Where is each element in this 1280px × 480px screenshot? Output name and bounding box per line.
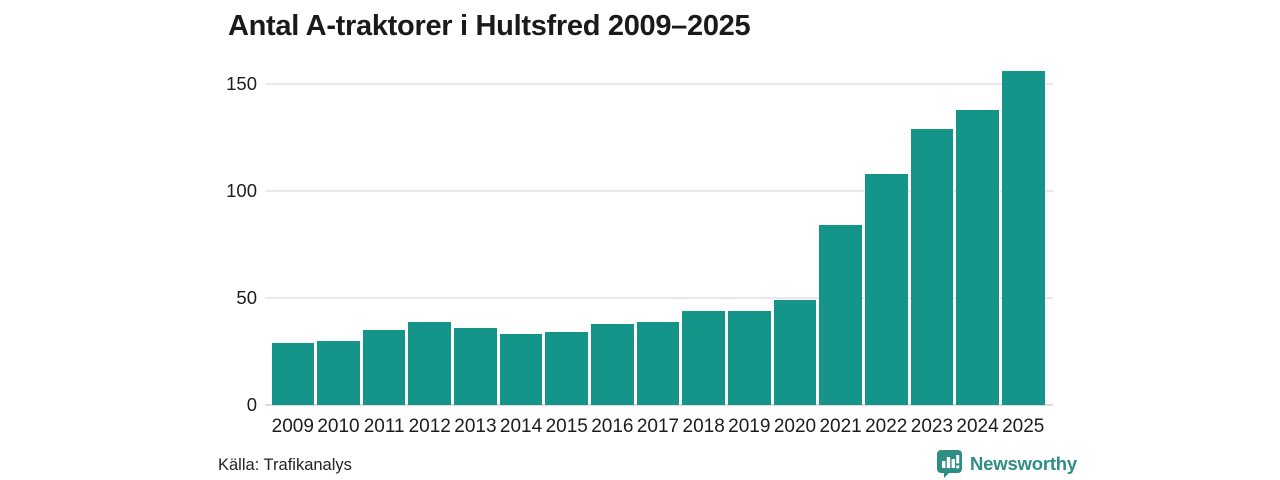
bar-2016: [591, 323, 634, 405]
bar-2017: [636, 321, 680, 405]
x-label-2013: 2013: [454, 416, 497, 437]
newsworthy-speech-bubble-barchart-icon: [936, 449, 963, 478]
brand-name: Newsworthy: [970, 452, 1077, 474]
gridline-100: [265, 190, 1053, 192]
y-tick-0: 0: [246, 394, 257, 415]
x-label-2009: 2009: [271, 416, 314, 437]
bar-2023: [910, 128, 954, 405]
y-tick-150: 150: [226, 73, 257, 94]
x-label-2017: 2017: [636, 416, 680, 437]
bar-2014: [499, 334, 543, 405]
x-label-2024: 2024: [956, 416, 999, 437]
brand-lockup: Newsworthy: [936, 449, 1077, 478]
gridline-0: [265, 404, 1053, 406]
chart-title: Antal A-traktorer i Hultsfred 2009–2025: [228, 10, 751, 42]
bar-2025: [1001, 71, 1045, 405]
y-tick-50: 50: [236, 287, 257, 308]
x-label-2012: 2012: [408, 416, 451, 437]
x-label-2021: 2021: [819, 416, 862, 437]
x-label-2023: 2023: [910, 416, 954, 437]
bar-2010: [317, 340, 360, 405]
x-label-2015: 2015: [545, 416, 588, 437]
bar-2015: [545, 332, 589, 405]
bar-2020: [773, 300, 817, 405]
x-label-2020: 2020: [773, 416, 817, 437]
x-label-2018: 2018: [682, 416, 725, 437]
bar-2021: [819, 225, 862, 405]
bar-2018: [682, 310, 725, 405]
gridline-150: [265, 83, 1053, 85]
x-label-2016: 2016: [591, 416, 634, 437]
x-label-2014: 2014: [499, 416, 543, 437]
bar-2022: [864, 173, 908, 405]
x-label-2019: 2019: [728, 416, 771, 437]
y-tick-100: 100: [226, 180, 257, 201]
x-label-2022: 2022: [865, 416, 908, 437]
gridline-50: [265, 297, 1053, 299]
bar-2009: [271, 342, 315, 405]
bar-2019: [728, 310, 771, 405]
x-label-2011: 2011: [363, 416, 405, 437]
x-label-2025: 2025: [1002, 416, 1045, 437]
bar-2013: [454, 327, 497, 405]
x-label-2010: 2010: [317, 416, 360, 437]
bar-2011: [362, 330, 406, 405]
bar-2024: [956, 109, 999, 405]
source-note: Källa: Trafikanalys: [218, 456, 352, 474]
bar-2012: [408, 321, 452, 405]
